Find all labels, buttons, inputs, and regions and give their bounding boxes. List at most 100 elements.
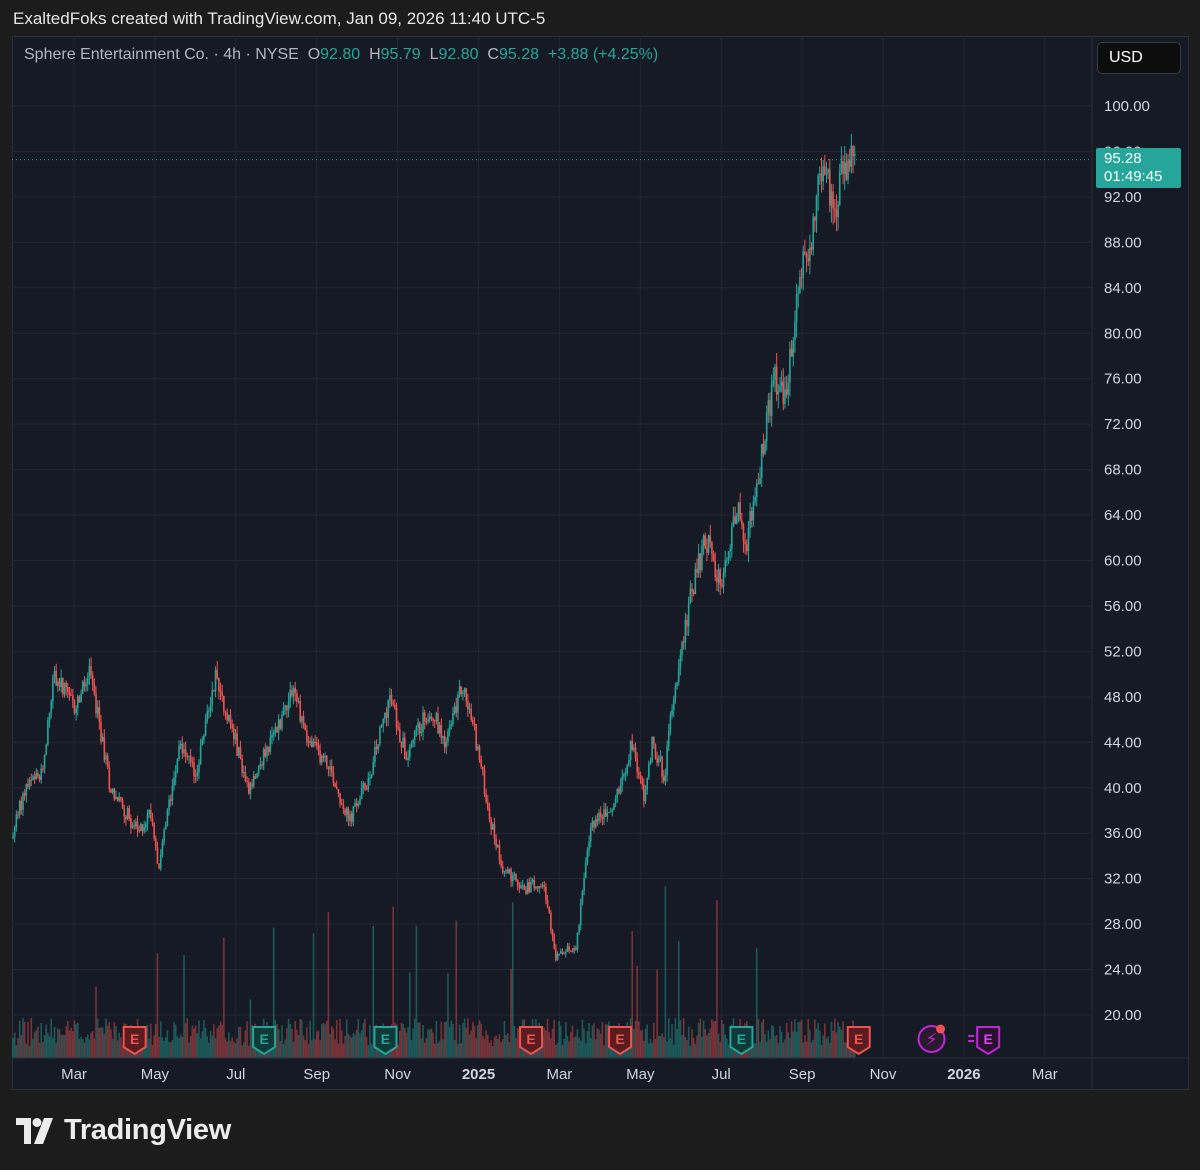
volume-bar: [405, 1032, 408, 1058]
volume-bar: [111, 1038, 114, 1058]
volume-bar: [445, 1021, 448, 1058]
volume-bar: [560, 1025, 562, 1058]
earnings-markers: E E E E E E E ⚡ E: [122, 1024, 1001, 1056]
volume-bar: [759, 1042, 761, 1058]
candle-body: [724, 560, 726, 574]
candle-body: [639, 774, 642, 779]
volume-bar: [284, 1039, 287, 1058]
price-tick-label: 84.00: [1104, 280, 1142, 297]
candle-body: [399, 729, 401, 742]
candle-body: [618, 788, 620, 794]
candle-body: [843, 162, 846, 174]
candle-body: [201, 739, 204, 745]
price-tick-label: 60.00: [1104, 553, 1142, 570]
candle-body: [143, 827, 145, 832]
candle-body: [636, 758, 639, 773]
time-tick-label: Nov: [870, 1066, 897, 1083]
low-value: 92.80: [438, 46, 479, 63]
volume-bar: [671, 1024, 673, 1058]
lightning-icon: ⚡: [926, 1030, 938, 1050]
candle-body: [496, 845, 499, 848]
volume-bar: [653, 1022, 655, 1058]
volume-bar: [364, 1018, 366, 1058]
candle-body: [790, 348, 793, 357]
candle-body: [440, 725, 443, 739]
candle-body: [488, 808, 491, 820]
volume-bar: [360, 1030, 363, 1058]
volume-bar: [440, 1021, 443, 1058]
candle-body: [757, 483, 760, 485]
candle-body: [634, 747, 637, 759]
candle-body: [470, 708, 473, 720]
volume-bar: [93, 1038, 96, 1058]
volume-bar: [465, 1027, 468, 1058]
volume-bar: [213, 1023, 215, 1058]
volume-bar: [297, 1034, 300, 1058]
volume-bar: [317, 1030, 320, 1058]
volume-bar: [345, 1019, 348, 1058]
volume-bar: [501, 1039, 504, 1058]
volume-bar: [156, 953, 159, 1058]
candle-body: [467, 700, 469, 710]
volume-bar: [576, 1029, 579, 1058]
volume-bar: [86, 1034, 89, 1058]
candle-body: [266, 746, 268, 757]
candle-body: [837, 204, 839, 218]
candle-body: [145, 824, 147, 828]
volume-bar: [246, 1021, 248, 1058]
candle-body: [400, 741, 403, 748]
volume-bar: [802, 1042, 805, 1058]
volume-bar: [591, 1025, 594, 1058]
candle-body: [209, 704, 212, 711]
candle-body: [128, 808, 131, 819]
candle-body: [817, 175, 819, 197]
volume-bar: [487, 1035, 489, 1058]
candle-body: [686, 619, 688, 627]
candle-body: [506, 869, 509, 874]
symbol-name: Sphere Entertainment Co. · 4h · NYSE: [24, 46, 299, 63]
candle-body: [755, 483, 758, 498]
volume-bar: [312, 933, 315, 1058]
volume-bar: [810, 1042, 813, 1058]
candle-body: [498, 845, 501, 860]
volume-bar: [304, 1040, 306, 1058]
volume-bar: [43, 1035, 46, 1058]
candle-body: [648, 763, 650, 778]
candle-body: [624, 772, 627, 775]
candle-body: [365, 788, 368, 790]
volume-bar: [825, 1038, 828, 1058]
volume-bar: [583, 1028, 585, 1058]
candle-body: [364, 783, 366, 789]
volume-bar: [50, 1018, 53, 1058]
volume-bar: [832, 1030, 834, 1058]
candle-body: [390, 695, 393, 704]
volume-bar: [108, 1021, 111, 1058]
currency-selector[interactable]: USD: [1097, 42, 1181, 74]
candle-body: [734, 516, 736, 524]
candle-body: [297, 701, 300, 703]
volume-bar: [772, 1026, 775, 1058]
volume-bar: [428, 1029, 431, 1058]
candle-body: [13, 826, 16, 837]
candle-body: [239, 746, 242, 759]
candle-body: [641, 778, 643, 785]
volume-bar: [820, 1045, 823, 1058]
volume-bar: [67, 1020, 69, 1058]
candle-body: [759, 477, 761, 484]
volume-bar: [320, 1024, 323, 1058]
candle-body: [301, 716, 303, 722]
volume-bar: [677, 940, 680, 1058]
candle-body: [853, 153, 856, 157]
volume-bar: [311, 1040, 313, 1058]
candle-body: [583, 878, 585, 891]
volume-bar: [565, 1021, 567, 1058]
volume-bar: [452, 1023, 454, 1058]
volume-bar: [799, 1021, 801, 1058]
tradingview-logo[interactable]: TradingView: [16, 1114, 231, 1147]
volume-bar: [80, 1036, 82, 1058]
candle-body: [736, 515, 738, 524]
volume-bar: [795, 1031, 798, 1058]
candle-body: [171, 785, 174, 801]
price-chart[interactable]: 20.00 24.00 28.00 32.00 36.00 40.00 44.00 48.00…: [12, 36, 1189, 1090]
volume-bar: [281, 1024, 283, 1058]
